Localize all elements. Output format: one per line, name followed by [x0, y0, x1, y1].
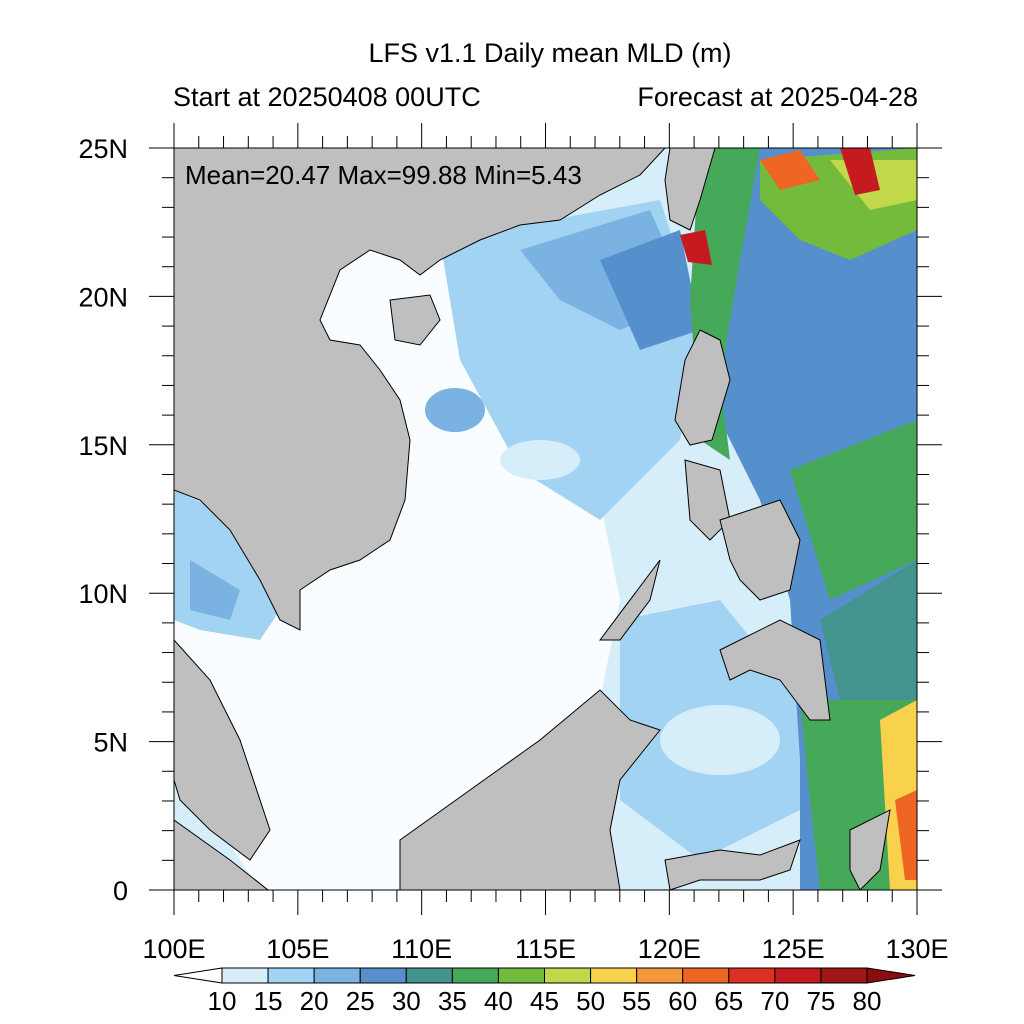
- eddy-center: [500, 440, 580, 480]
- lon-label: 115E: [515, 934, 576, 964]
- lat-label: 25N: [78, 134, 128, 164]
- start-time-label: Start at 20250408 00UTC: [173, 82, 481, 112]
- mindanao-land: [719, 619, 831, 721]
- forecast-time-label: Forecast at 2025-04-28: [637, 82, 918, 112]
- luzon-land: [674, 329, 731, 446]
- halmahera-land: [849, 809, 891, 890]
- colorbar-label: 65: [714, 986, 743, 1016]
- colorbar-low-triangle: [173, 967, 223, 984]
- colorbar-label: 55: [622, 986, 651, 1016]
- pacific-15n-green: [790, 420, 917, 600]
- lat-label: 5N: [93, 728, 128, 758]
- sumatra-land: [174, 819, 269, 890]
- colorbar-box: [544, 967, 592, 984]
- colorbar-box: [267, 967, 315, 984]
- luzon-south-land: [684, 459, 731, 541]
- colorbar-box: [451, 967, 499, 984]
- map-title: LFS v1.1 Daily mean MLD (m): [368, 38, 732, 68]
- colorbar-box: [820, 967, 868, 984]
- colorbar-label: 45: [530, 986, 559, 1016]
- colorbar-box: [405, 967, 453, 984]
- axis-ticks: [149, 123, 942, 915]
- latitude-labels: 25N 20N 15N 10N 5N 0: [78, 134, 128, 906]
- colorbar-label: 60: [668, 986, 697, 1016]
- malay-peninsula-land: [174, 639, 271, 861]
- visayas-land: [719, 499, 801, 601]
- borneo-land: [399, 689, 661, 890]
- colorbar: 10 15 20 25 30 35 40 45 50 55 60 65 70 75 80: [173, 967, 916, 1016]
- lat-label: 15N: [78, 431, 128, 461]
- colorbar-box: [636, 967, 684, 984]
- map-field: [174, 148, 917, 890]
- eddy-west: [425, 388, 485, 432]
- colorbar-label: 70: [760, 986, 789, 1016]
- colorbar-high-triangle: [866, 967, 916, 984]
- high-mld-north2: [840, 148, 880, 195]
- indochina-land: [174, 148, 666, 631]
- sulawesi-land: [664, 839, 801, 890]
- colorbar-label: 40: [484, 986, 513, 1016]
- colorbar-label: 15: [254, 986, 283, 1016]
- colorbar-label: 80: [853, 986, 882, 1016]
- colorbar-label: 20: [300, 986, 329, 1016]
- lat-label: 10N: [78, 579, 128, 609]
- lon-label: 105E: [266, 934, 329, 964]
- colorbar-label: 75: [806, 986, 835, 1016]
- lon-label: 100E: [142, 934, 205, 964]
- colorbar-label: 50: [576, 986, 605, 1016]
- pacific-2n-orange: [895, 790, 917, 880]
- colorbar-box: [682, 967, 730, 984]
- celebes-eddy: [660, 705, 780, 775]
- colorbar-box: [497, 967, 545, 984]
- colorbar-label: 25: [346, 986, 375, 1016]
- lon-label: 110E: [391, 934, 452, 964]
- colorbar-label: 35: [438, 986, 467, 1016]
- lon-label: 120E: [638, 934, 701, 964]
- lon-label: 130E: [885, 934, 948, 964]
- lon-label: 125E: [762, 934, 825, 964]
- gulf-thailand-deep: [190, 560, 240, 620]
- colorbar-box: [313, 967, 361, 984]
- longitude-labels: 100E 105E 110E 115E 120E 125E 130E: [142, 934, 948, 964]
- lat-label: 0: [113, 876, 128, 906]
- colorbar-box: [774, 967, 822, 984]
- colorbar-label: 30: [392, 986, 421, 1016]
- colorbar-box: [359, 967, 407, 984]
- taiwan-land: [664, 148, 716, 231]
- colorbar-box: [221, 967, 269, 984]
- land-masses: [174, 148, 891, 890]
- statistics-label: Mean=20.47 Max=99.88 Min=5.43: [185, 160, 582, 190]
- palawan-land: [599, 559, 661, 641]
- high-mld-north1: [760, 150, 820, 190]
- colorbar-box: [728, 967, 776, 984]
- colorbar-box: [590, 967, 638, 984]
- scs-ne-30: [600, 230, 700, 350]
- hainan-land: [389, 294, 441, 346]
- colorbar-label: 10: [208, 986, 237, 1016]
- high-mld-luzon: [680, 230, 712, 265]
- pacific-10n-teal: [820, 560, 917, 700]
- lat-label: 20N: [78, 282, 128, 312]
